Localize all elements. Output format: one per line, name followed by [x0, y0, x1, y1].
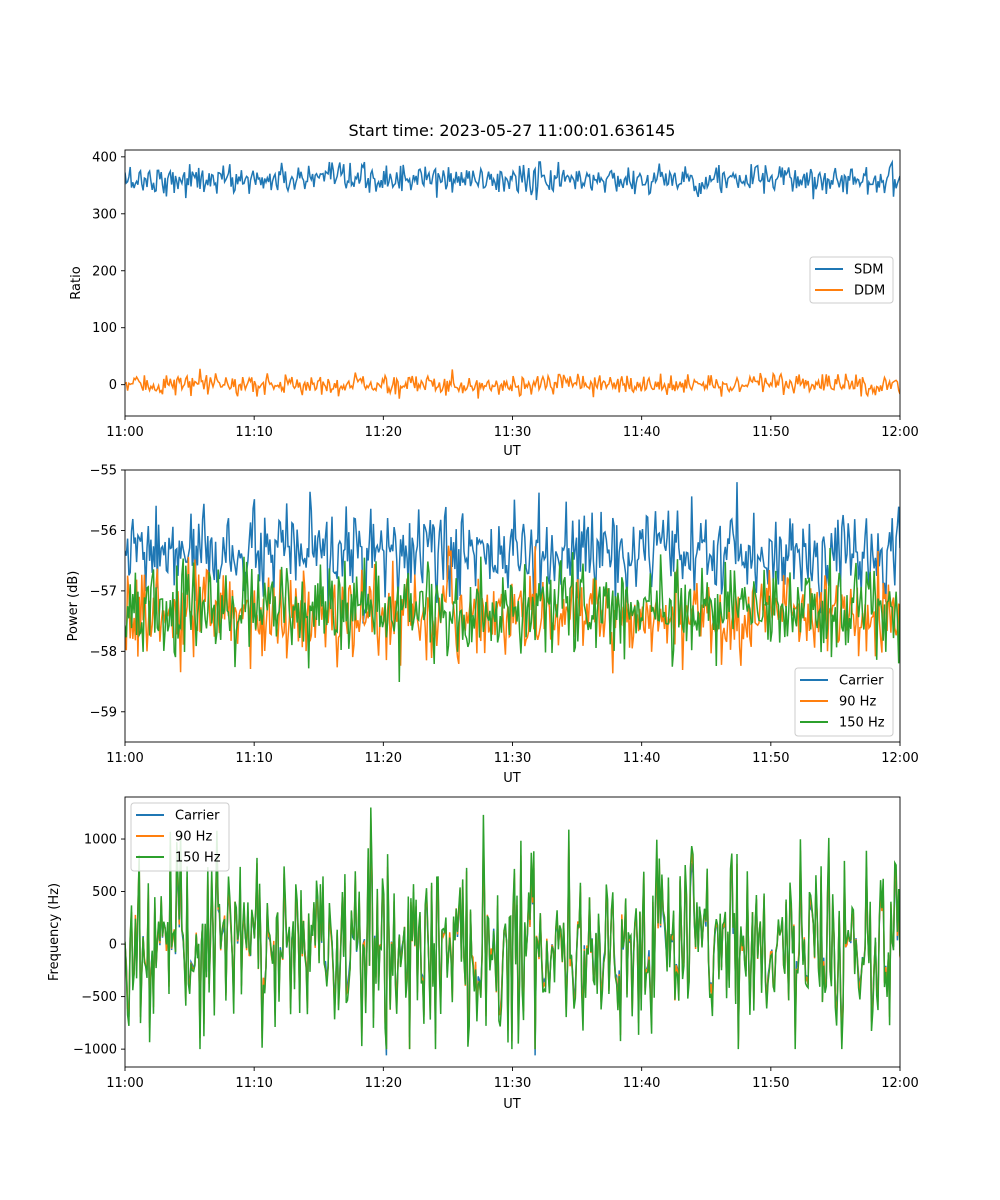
y-tick-label: 500	[92, 885, 117, 900]
frequency-panel: UT Frequency (Hz) 11:00 11:10 11:20 11:30 11…	[47, 796, 919, 1112]
y-tick-label: 400	[92, 150, 117, 165]
x-tick-label: 12:00	[881, 751, 918, 766]
x-tick-label: 11:40	[623, 1076, 660, 1091]
legend-box	[794, 667, 894, 737]
series-line-150-hz	[125, 807, 900, 1050]
legend-box	[130, 802, 230, 872]
y-tick-label: 0	[109, 938, 117, 953]
x-tick-label: 11:30	[494, 1076, 531, 1091]
legend: Carrier 90 Hz 150 Hz	[794, 667, 894, 737]
ratio-panel-ylabel: Ratio	[69, 266, 84, 299]
legend-label: 150 Hz	[175, 851, 221, 866]
legend-label: 90 Hz	[839, 695, 876, 710]
frequency-panel-xlabel: UT	[503, 1097, 521, 1112]
x-tick-label: 12:00	[881, 425, 918, 440]
y-tick-label: −55	[90, 464, 117, 479]
x-tick-label: 11:00	[106, 425, 143, 440]
y-tick-label: 200	[92, 264, 117, 279]
frequency-panel-ylabel: Frequency (Hz)	[47, 883, 62, 981]
legend-label: SDM	[854, 263, 883, 278]
x-tick-label: 11:40	[623, 751, 660, 766]
x-tick-label: 11:20	[365, 425, 402, 440]
y-tick-label: 0	[109, 378, 117, 393]
y-tick-label: −1000	[73, 1043, 117, 1058]
x-tick-label: 12:00	[881, 1076, 918, 1091]
y-tick-label: −59	[90, 705, 117, 720]
x-tick-label: 11:20	[365, 751, 402, 766]
x-tick-label: 11:10	[235, 425, 272, 440]
x-tick-label: 11:10	[235, 1076, 272, 1091]
x-tick-label: 11:00	[106, 1076, 143, 1091]
ratio-panel-xlabel: UT	[503, 444, 521, 459]
x-tick-label: 11:30	[494, 751, 531, 766]
x-tick-label: 11:10	[235, 751, 272, 766]
series-line-150-hz	[125, 547, 900, 683]
series-line-sdm	[125, 159, 900, 201]
y-tick-label: −500	[81, 990, 117, 1005]
power-panel: UT Power (dB) 11:00 11:10 11:20 11:30 11:40 1…	[66, 464, 919, 787]
legend-label: DDM	[854, 284, 885, 299]
y-tick-label: −56	[90, 524, 117, 539]
y-tick-label: 300	[92, 207, 117, 222]
power-panel-ylabel: Power (dB)	[66, 571, 81, 642]
x-tick-label: 11:20	[365, 1076, 402, 1091]
x-tick-label: 11:00	[106, 751, 143, 766]
x-tick-label: 11:50	[752, 425, 789, 440]
y-tick-label: −57	[90, 584, 117, 599]
x-tick-label: 11:40	[623, 425, 660, 440]
legend-label: Carrier	[175, 809, 220, 824]
y-tick-label: −58	[90, 645, 117, 660]
legend: Carrier 90 Hz 150 Hz	[130, 802, 230, 872]
x-tick-label: 11:30	[494, 425, 531, 440]
ratio-panel: UT Ratio 11:00 11:10 11:20 11:30 11:40 11:50 1…	[69, 149, 919, 459]
legend: SDM DDM	[809, 256, 894, 304]
series-line-carrier	[125, 482, 900, 624]
legend-label: 90 Hz	[175, 830, 212, 845]
figure-title: Start time: 2023-05-27 11:00:01.636145	[349, 121, 676, 140]
y-tick-label: 100	[92, 321, 117, 336]
x-tick-label: 11:50	[752, 1076, 789, 1091]
y-tick-label: 1000	[84, 833, 117, 848]
legend-label: 150 Hz	[839, 716, 885, 731]
series-line-ddm	[125, 368, 900, 399]
legend-label: Carrier	[839, 674, 884, 689]
power-panel-xlabel: UT	[503, 771, 521, 786]
x-tick-label: 11:50	[752, 751, 789, 766]
